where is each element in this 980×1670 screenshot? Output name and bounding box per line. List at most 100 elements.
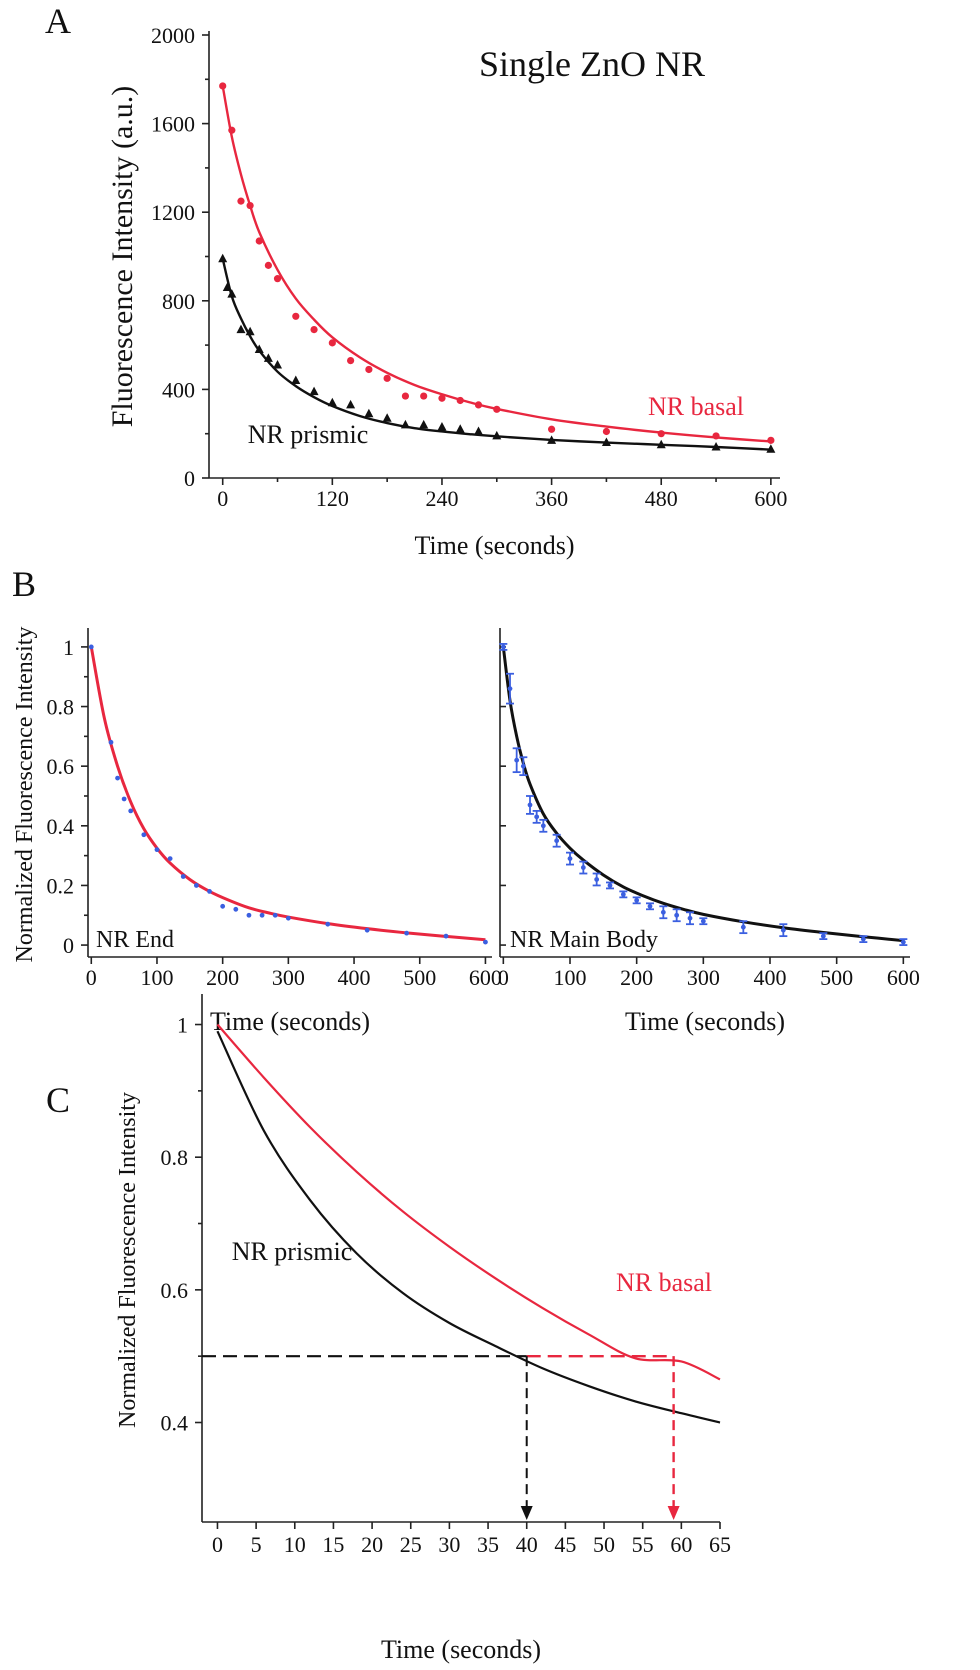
y-tick-label: 2000	[151, 23, 195, 48]
data-point	[325, 921, 331, 927]
y-tick-label: 1600	[151, 112, 195, 137]
y-tick-label: 0.4	[47, 814, 75, 839]
data-point	[474, 426, 484, 435]
data-point	[273, 275, 282, 283]
data-point	[219, 82, 227, 90]
x-tick-label: 0	[498, 965, 509, 990]
data-point	[246, 201, 254, 210]
line-nr-basal	[216, 1023, 721, 1381]
data-point	[228, 126, 236, 134]
data-point	[483, 939, 488, 945]
data-point	[246, 912, 252, 918]
data-point	[780, 927, 786, 933]
x-tick-label: 360	[535, 486, 568, 511]
data-point	[382, 413, 392, 422]
x-tick-label: 400	[754, 965, 787, 990]
data-point	[514, 757, 520, 763]
x-axis-label: Time (seconds)	[414, 531, 574, 560]
data-point	[711, 441, 721, 451]
x-tick-label: 35	[477, 1532, 499, 1557]
y-axis-label: Normalized Fluorescence Intensity	[12, 627, 38, 963]
x-tick-label: 480	[645, 486, 678, 511]
data-point	[527, 802, 533, 808]
data-point	[327, 397, 337, 407]
data-point	[255, 237, 263, 245]
data-point	[237, 197, 245, 205]
data-point	[520, 763, 526, 769]
x-tick-label: 40	[516, 1532, 538, 1557]
data-point	[141, 832, 147, 838]
data-point	[273, 360, 283, 369]
y-axis-label: Fluorescence Intensity (a.u.)	[106, 86, 139, 428]
x-tick-label: 100	[554, 965, 587, 990]
data-point	[620, 891, 626, 897]
x-axis-label: Time (seconds)	[625, 1007, 785, 1036]
data-point	[554, 838, 560, 844]
data-point	[220, 903, 226, 909]
data-point	[687, 915, 693, 921]
data-point	[263, 353, 273, 362]
data-point	[128, 808, 134, 814]
x-tick-label: 65	[709, 1532, 731, 1557]
data-point	[493, 405, 501, 413]
x-axis-label: Time (seconds)	[210, 1007, 370, 1036]
data-point	[492, 430, 502, 440]
y-tick-label: 0	[184, 466, 195, 491]
data-point	[602, 427, 611, 436]
arrow-head-basal	[667, 1506, 680, 1520]
x-tick-label: 20	[361, 1532, 383, 1557]
data-point	[346, 399, 356, 409]
x-tick-label: 600	[887, 965, 920, 990]
y-tick-label: 0.8	[161, 1145, 189, 1170]
panel-b-left: 0 0.2 0.4 0.6 0.8 1 0 100 200 300 400 500 600 Time (s…	[12, 564, 502, 1036]
data-point	[154, 847, 160, 853]
data-point	[227, 289, 237, 298]
data-point	[547, 435, 557, 444]
x-tick-label: 240	[425, 486, 458, 511]
x-tick-label: 200	[206, 965, 239, 990]
x-tick-label: 200	[620, 965, 653, 990]
data-point	[364, 927, 370, 933]
series-label-nr-basal: NR basal	[648, 392, 744, 421]
panel-label: A	[45, 1, 71, 41]
x-tick-label: 500	[403, 965, 436, 990]
data-point	[292, 312, 300, 320]
x-tick-label: 500	[820, 965, 853, 990]
data-point	[108, 739, 114, 745]
y-tick-label: 0.2	[47, 873, 75, 898]
data-point	[540, 823, 546, 829]
fit-line	[501, 646, 904, 943]
y-tick-label: 1200	[151, 200, 195, 225]
data-point	[820, 933, 826, 939]
x-tick-label: 400	[338, 965, 371, 990]
x-tick-label: 120	[316, 486, 349, 511]
data-point	[285, 915, 291, 921]
x-tick-label: 300	[687, 965, 720, 990]
data-point	[601, 437, 611, 447]
x-tick-label: 100	[140, 965, 173, 990]
data-point	[712, 432, 720, 440]
x-tick-label: 5	[251, 1532, 262, 1557]
data-point	[567, 856, 573, 862]
panel-label: B	[12, 564, 36, 604]
x-tick-label: 0	[86, 965, 97, 990]
x-tick-label: 30	[438, 1532, 460, 1557]
fit-line	[89, 646, 486, 942]
x-tick-label: 25	[400, 1532, 422, 1557]
x-tick-label: 10	[284, 1532, 306, 1557]
data-point	[121, 796, 127, 802]
series-label-nr-prismic: NR prismic	[248, 420, 369, 449]
x-tick-label: 0	[217, 486, 228, 511]
data-point	[634, 897, 640, 903]
arrow-head-prismic	[520, 1506, 533, 1520]
data-point	[347, 357, 355, 365]
data-point	[580, 865, 586, 870]
data-point	[647, 903, 653, 909]
x-tick-label: 600	[469, 965, 502, 990]
data-point	[383, 374, 391, 382]
series-label-nr-prismic: NR prismic	[232, 1237, 353, 1266]
panel-label: C	[46, 1080, 70, 1120]
data-point	[401, 392, 410, 400]
panel-a: 0 400 800 1200 1600 2000 0 120 240 360 480 600 Time …	[45, 1, 787, 560]
data-point	[456, 396, 464, 405]
